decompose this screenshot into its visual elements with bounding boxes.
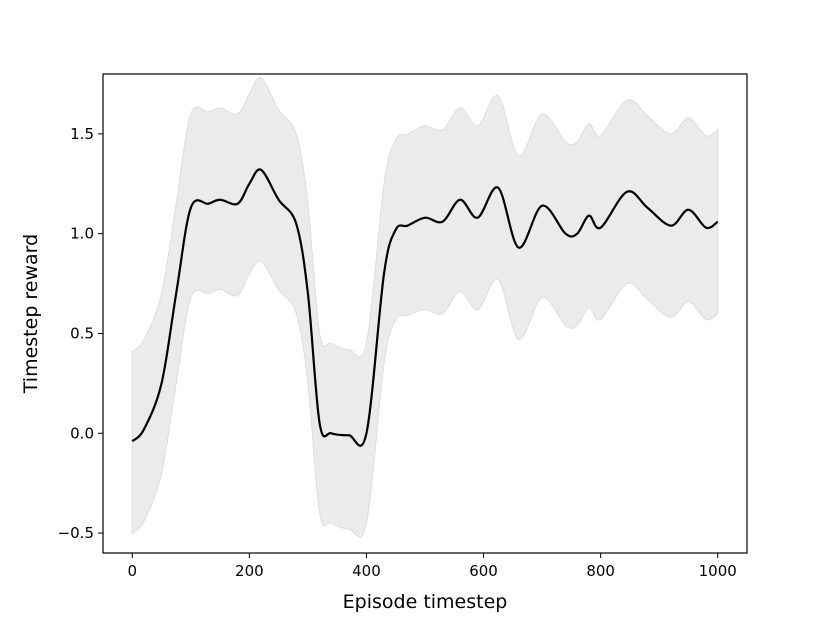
- x-tick-label: 200: [235, 562, 264, 580]
- plot-frame: [102, 73, 748, 554]
- y-tick-label: 0.0: [70, 424, 94, 442]
- mean-line: [131, 168, 719, 447]
- y-tick-label: 1.5: [70, 125, 94, 143]
- x-tick-label: 800: [586, 562, 615, 580]
- x-tick-label: 600: [469, 562, 498, 580]
- y-tick-label: −0.5: [58, 524, 94, 542]
- y-axis-label: Timestep reward: [20, 234, 42, 394]
- confidence-band-layer: [131, 77, 719, 538]
- y-axis-ticks: −0.5 0.0 0.5 1.0 1.5: [58, 125, 103, 542]
- y-tick-label: 1.0: [70, 225, 94, 243]
- x-tick-label: 1000: [699, 562, 737, 580]
- x-axis-label: Episode timestep: [343, 591, 508, 613]
- x-tick-label: 0: [127, 562, 137, 580]
- confidence-band: [131, 77, 719, 538]
- y-tick-label: 0.5: [70, 324, 94, 342]
- x-tick-label: 400: [352, 562, 381, 580]
- x-axis-ticks: 0 200 400 600 800 1000: [127, 553, 737, 580]
- mean-line-layer: [131, 168, 719, 447]
